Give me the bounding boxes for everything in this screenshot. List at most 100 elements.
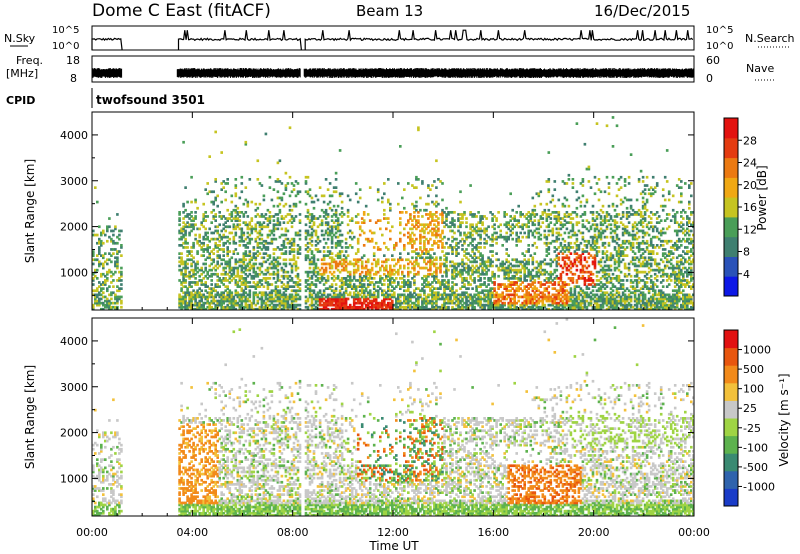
power-cell xyxy=(286,182,290,185)
power-cell xyxy=(192,297,195,301)
power-cell xyxy=(413,239,416,243)
power-cell xyxy=(236,266,240,270)
power-cell xyxy=(457,246,460,249)
power-cell xyxy=(322,250,326,253)
power-cell xyxy=(366,285,370,288)
power-cell xyxy=(407,293,410,297)
power-cell xyxy=(312,291,316,295)
power-cell xyxy=(276,180,280,183)
power-cell xyxy=(196,291,199,295)
power-cell xyxy=(292,289,296,293)
power-cell xyxy=(485,241,488,245)
power-cell xyxy=(212,202,215,206)
power-cell xyxy=(393,293,396,297)
power-cell xyxy=(102,295,105,299)
power-cell xyxy=(248,223,252,227)
power-cell xyxy=(200,297,203,301)
power-cell xyxy=(421,250,424,253)
power-cell xyxy=(218,215,221,218)
power-cell xyxy=(270,283,274,286)
power-cell xyxy=(178,295,181,299)
power-cell xyxy=(413,268,416,272)
power-cell xyxy=(100,287,103,290)
power-cell xyxy=(272,219,276,222)
power-cell xyxy=(230,303,234,307)
power-cell xyxy=(485,303,488,307)
power-cell xyxy=(330,256,334,260)
power-cell xyxy=(445,217,448,220)
power-cell xyxy=(322,215,326,218)
power-cell xyxy=(439,307,442,310)
power-cell xyxy=(366,258,370,262)
power-cell xyxy=(194,217,197,220)
power-cell xyxy=(445,287,448,290)
power-cell xyxy=(220,151,223,154)
power-cell xyxy=(399,305,402,309)
power-cell xyxy=(429,289,432,293)
power-cell xyxy=(194,295,197,299)
power-cell xyxy=(503,270,506,274)
power-cell xyxy=(212,258,215,262)
power-cell xyxy=(212,266,215,270)
power-cell xyxy=(483,283,486,286)
power-cell xyxy=(463,231,466,235)
power-cell xyxy=(188,299,191,303)
power-cell xyxy=(272,277,276,280)
power-cell xyxy=(411,239,414,243)
power-cell xyxy=(344,266,348,270)
power-cell xyxy=(342,262,346,266)
power-cell xyxy=(298,200,302,204)
power-cell xyxy=(308,270,312,274)
power-cell xyxy=(481,266,484,270)
power-cell xyxy=(449,229,452,233)
power-cell xyxy=(244,281,248,284)
power-cell xyxy=(308,188,312,191)
power-cell xyxy=(479,264,482,268)
power-cell xyxy=(362,221,366,224)
power-cell xyxy=(356,301,360,305)
power-cell xyxy=(381,305,384,309)
power-cell xyxy=(320,295,324,299)
power-cell xyxy=(308,262,312,266)
power-cell xyxy=(272,289,276,293)
power-cell xyxy=(288,305,292,309)
power-cell xyxy=(292,217,296,220)
power-cell xyxy=(409,241,412,245)
power-cell xyxy=(350,237,354,241)
power-cell xyxy=(346,262,350,266)
power-cell xyxy=(272,227,276,231)
power-cell xyxy=(493,301,496,305)
power-cell xyxy=(258,305,262,309)
power-cell xyxy=(417,211,420,214)
power-cell xyxy=(248,254,252,257)
power-cell xyxy=(435,268,438,272)
power-cell xyxy=(451,272,454,276)
power-cell xyxy=(477,297,480,301)
power-cell xyxy=(479,295,482,299)
power-cell xyxy=(463,250,466,253)
power-cell xyxy=(383,182,386,185)
power-cell xyxy=(447,246,450,249)
power-cell xyxy=(190,295,193,299)
power-cell xyxy=(292,204,296,208)
power-cell xyxy=(194,283,197,286)
power-cell xyxy=(356,237,360,241)
power-cell xyxy=(467,299,470,303)
power-cell xyxy=(455,303,458,307)
power-cell xyxy=(222,248,225,251)
power-cell xyxy=(188,270,191,274)
power-cell xyxy=(427,217,430,220)
power-cell xyxy=(376,305,380,309)
power-cell xyxy=(248,289,252,293)
power-cell xyxy=(443,221,446,224)
power-cell xyxy=(421,215,424,218)
freq-left-bottom: 8 xyxy=(70,72,77,85)
power-cell xyxy=(216,279,219,282)
power-cell xyxy=(493,281,496,284)
power-cell xyxy=(497,293,500,297)
power-cell xyxy=(407,182,410,185)
power-cell xyxy=(258,291,262,295)
power-cell xyxy=(304,248,308,251)
power-cell xyxy=(188,277,191,280)
power-cell xyxy=(497,301,500,305)
